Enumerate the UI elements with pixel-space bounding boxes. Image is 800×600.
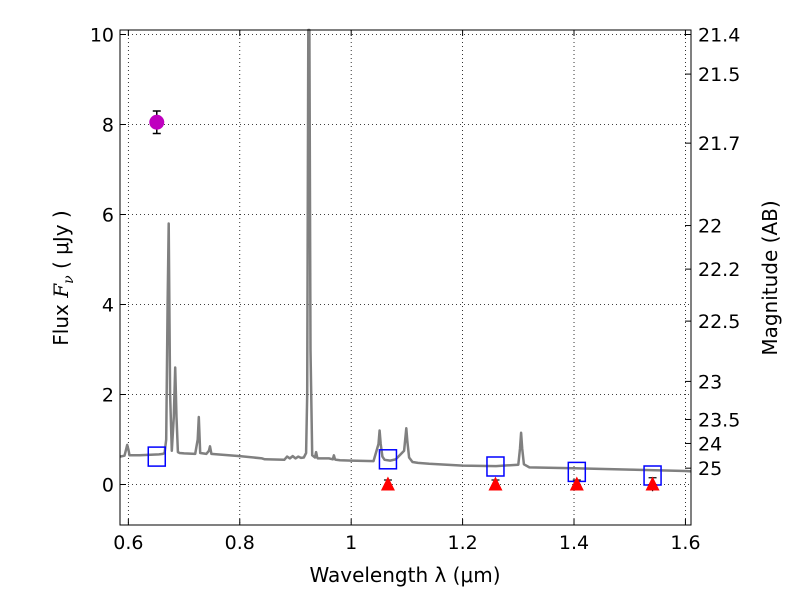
upper-limit-triangle	[645, 476, 660, 491]
right-axis-tick-label: 22.2	[698, 259, 740, 281]
right-axis-tick-label: 21.5	[698, 64, 740, 86]
grid	[120, 30, 691, 525]
right-axis-tick-label: 22	[698, 216, 722, 238]
upper-limit-triangle	[380, 476, 395, 491]
y-tick-label: 2	[102, 385, 114, 407]
x-tick-label: 1.4	[559, 532, 589, 554]
detection-point	[149, 114, 165, 130]
right-axis-label: Magnitude (AB)	[758, 200, 782, 355]
y-axis-label-prefix: Flux	[49, 298, 73, 346]
right-axis-tick-label: 22.5	[698, 311, 740, 333]
x-axis-label: Wavelength λ (μm)	[309, 563, 500, 587]
plot-frame	[119, 29, 692, 526]
y-axis-label-symbol: F	[49, 283, 73, 299]
model-band-square	[378, 449, 398, 470]
y-tick-label: 6	[102, 205, 114, 227]
y-axis-label-subscript: ν	[61, 275, 77, 284]
x-tick-label: 0.6	[113, 532, 143, 554]
upper-limit-triangle	[569, 476, 584, 491]
y-tick-label: 0	[102, 475, 114, 497]
y-axis-label-unit: ( μJy )	[49, 210, 73, 275]
y-tick-label: 4	[102, 295, 114, 317]
y-axis-label: Flux Fν ( μJy )	[49, 210, 77, 345]
upper-limit-triangle	[488, 476, 503, 491]
y-tick-label: 10	[90, 25, 114, 47]
x-tick-label: 1.6	[670, 532, 700, 554]
right-axis-tick-label: 21.7	[698, 133, 740, 155]
right-axis-tick-label: 23	[698, 371, 722, 393]
spectrum-line	[119, 28, 692, 473]
right-axis-tick-label: 23.5	[698, 409, 740, 431]
right-axis-tick-label: 21.4	[698, 25, 740, 47]
x-tick-label: 0.8	[225, 532, 255, 554]
markers-layer	[147, 110, 662, 492]
model-band-square	[147, 446, 167, 467]
x-tick-label: 1	[345, 532, 357, 554]
model-band-square	[486, 456, 505, 477]
spectrum-layer	[119, 28, 692, 473]
y-tick-label: 8	[102, 115, 114, 137]
right-axis-tick-label: 25	[698, 458, 722, 480]
x-tick-label: 1.2	[447, 532, 477, 554]
right-axis-tick-label: 24	[698, 433, 722, 455]
